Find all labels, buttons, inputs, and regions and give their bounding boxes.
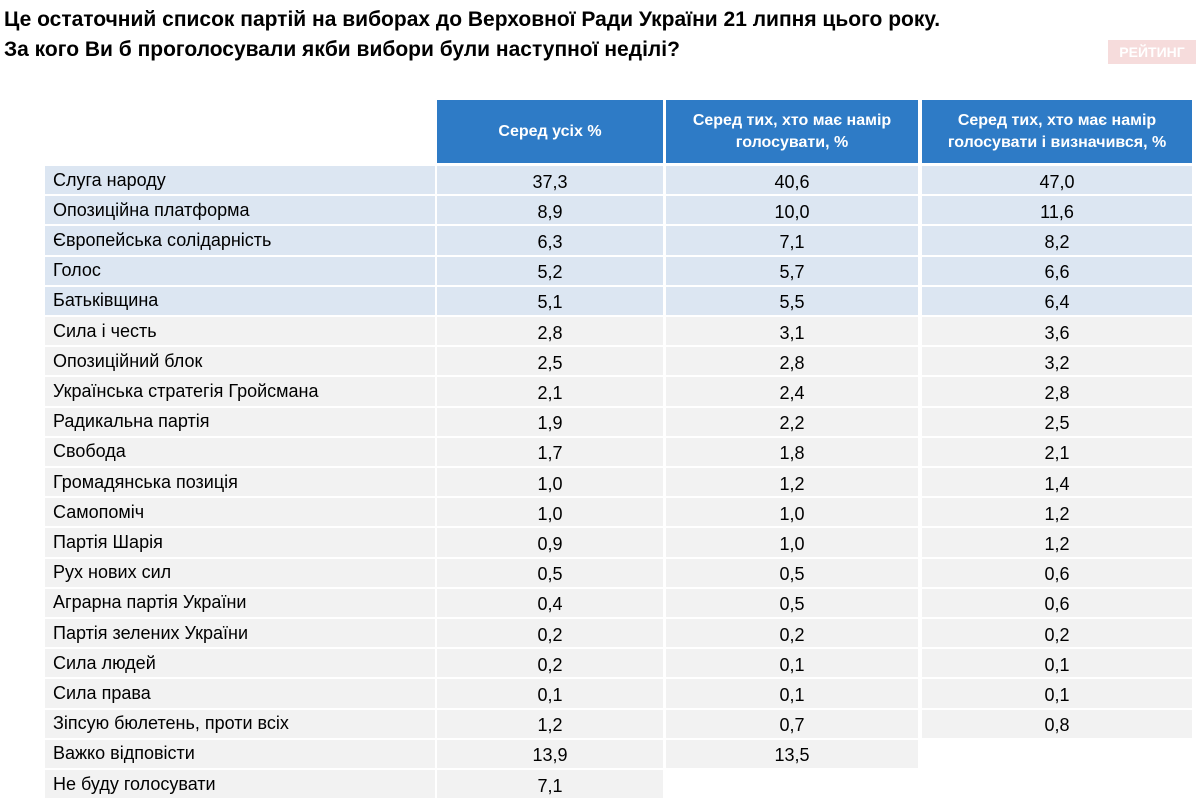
cell-value: 2,1 [922,437,1192,466]
cell-value: 1,0 [437,468,663,497]
cell-value: 0,1 [437,679,663,708]
cell-value: 2,5 [437,347,663,376]
title-line: Це остаточний список партій на виборах д… [4,8,941,31]
cell-value: 0,7 [666,709,918,738]
cell-value: 13,5 [666,739,918,768]
column-header: Серед тих, хто має намір голосувати і ви… [922,100,1192,163]
cell-value: 1,2 [437,709,663,738]
row-label: Європейська солідарність [45,226,435,255]
title-line: За кого Ви б проголосували якби вибори б… [4,38,680,61]
cell-value: 10,0 [666,196,918,225]
row-label: Рух нових сил [45,558,435,587]
cell-value: 1,0 [437,498,663,527]
cell-value: 8,9 [437,196,663,225]
cell-value: 1,2 [666,468,918,497]
cell-value: 6,6 [922,256,1192,285]
row-label: Радикальна партія [45,407,435,436]
cell-value: 11,6 [922,196,1192,225]
cell-value: 0,1 [666,679,918,708]
cell-value: 1,7 [437,437,663,466]
cell-value: 1,0 [666,498,918,527]
cell-value: 0,8 [922,709,1192,738]
cell-value: 3,6 [922,317,1192,346]
row-label: Голос [45,256,435,285]
row-label: Аграрна партія України [45,588,435,617]
row-label: Слуга народу [45,166,435,195]
cell-value: 0,6 [922,558,1192,587]
cell-value: 0,5 [666,588,918,617]
row-label: Важко відповісти [45,739,435,768]
cell-value: 2,8 [922,377,1192,406]
cell-value: 0,2 [666,619,918,648]
cell-value: 2,8 [666,347,918,376]
cell-value: 2,8 [437,317,663,346]
cell-value: 5,5 [666,286,918,315]
cell-value: 3,1 [666,317,918,346]
cell-value: 5,1 [437,286,663,315]
row-label: Громадянська позиція [45,468,435,497]
cell-value: 0,5 [437,558,663,587]
cell-value: 0,2 [437,619,663,648]
cell-value: 0,6 [922,588,1192,617]
cell-value: 0,1 [922,679,1192,708]
cell-value: 2,1 [437,377,663,406]
cell-value: 0,5 [666,558,918,587]
row-label: Зіпсую бюлетень, проти всіх [45,709,435,738]
cell-value: 7,1 [666,226,918,255]
cell-value: 7,1 [437,770,663,799]
cell-value: 1,9 [437,407,663,436]
cell-value: 1,2 [922,528,1192,557]
logo: РЕЙТИНГ [1108,40,1196,64]
row-label: Сила права [45,679,435,708]
row-label: Опозиційний блок [45,347,435,376]
cell-value: 3,2 [922,347,1192,376]
row-label: Батьківщина [45,286,435,315]
cell-value: 0,2 [922,619,1192,648]
row-label: Сила і честь [45,317,435,346]
cell-value: 5,2 [437,256,663,285]
cell-value: 1,8 [666,437,918,466]
cell-value: 0,1 [922,649,1192,678]
cell-value: 2,5 [922,407,1192,436]
cell-value: 5,7 [666,256,918,285]
row-label: Сила людей [45,649,435,678]
cell-value: 37,3 [437,166,663,195]
cell-value: 47,0 [922,166,1192,195]
cell-value: 2,2 [666,407,918,436]
cell-value: 1,0 [666,528,918,557]
cell-value: 0,4 [437,588,663,617]
row-label: Українська стратегія Гройсмана [45,377,435,406]
cell-value: 6,3 [437,226,663,255]
column-header: Серед усіх % [437,100,663,163]
column-header: Серед тих, хто має намір голосувати, % [666,100,918,163]
row-label: Партія зелених України [45,619,435,648]
cell-value: 6,4 [922,286,1192,315]
row-label: Опозиційна платформа [45,196,435,225]
cell-value: 0,2 [437,649,663,678]
row-label: Не буду голосувати [45,770,435,799]
cell-value: 40,6 [666,166,918,195]
cell-value: 0,9 [437,528,663,557]
row-label: Самопоміч [45,498,435,527]
cell-value: 2,4 [666,377,918,406]
cell-value: 1,2 [922,498,1192,527]
cell-value: 1,4 [922,468,1192,497]
cell-value: 0,1 [666,649,918,678]
row-label: Партія Шарія [45,528,435,557]
row-label: Свобода [45,437,435,466]
cell-value: 13,9 [437,739,663,768]
cell-value: 8,2 [922,226,1192,255]
